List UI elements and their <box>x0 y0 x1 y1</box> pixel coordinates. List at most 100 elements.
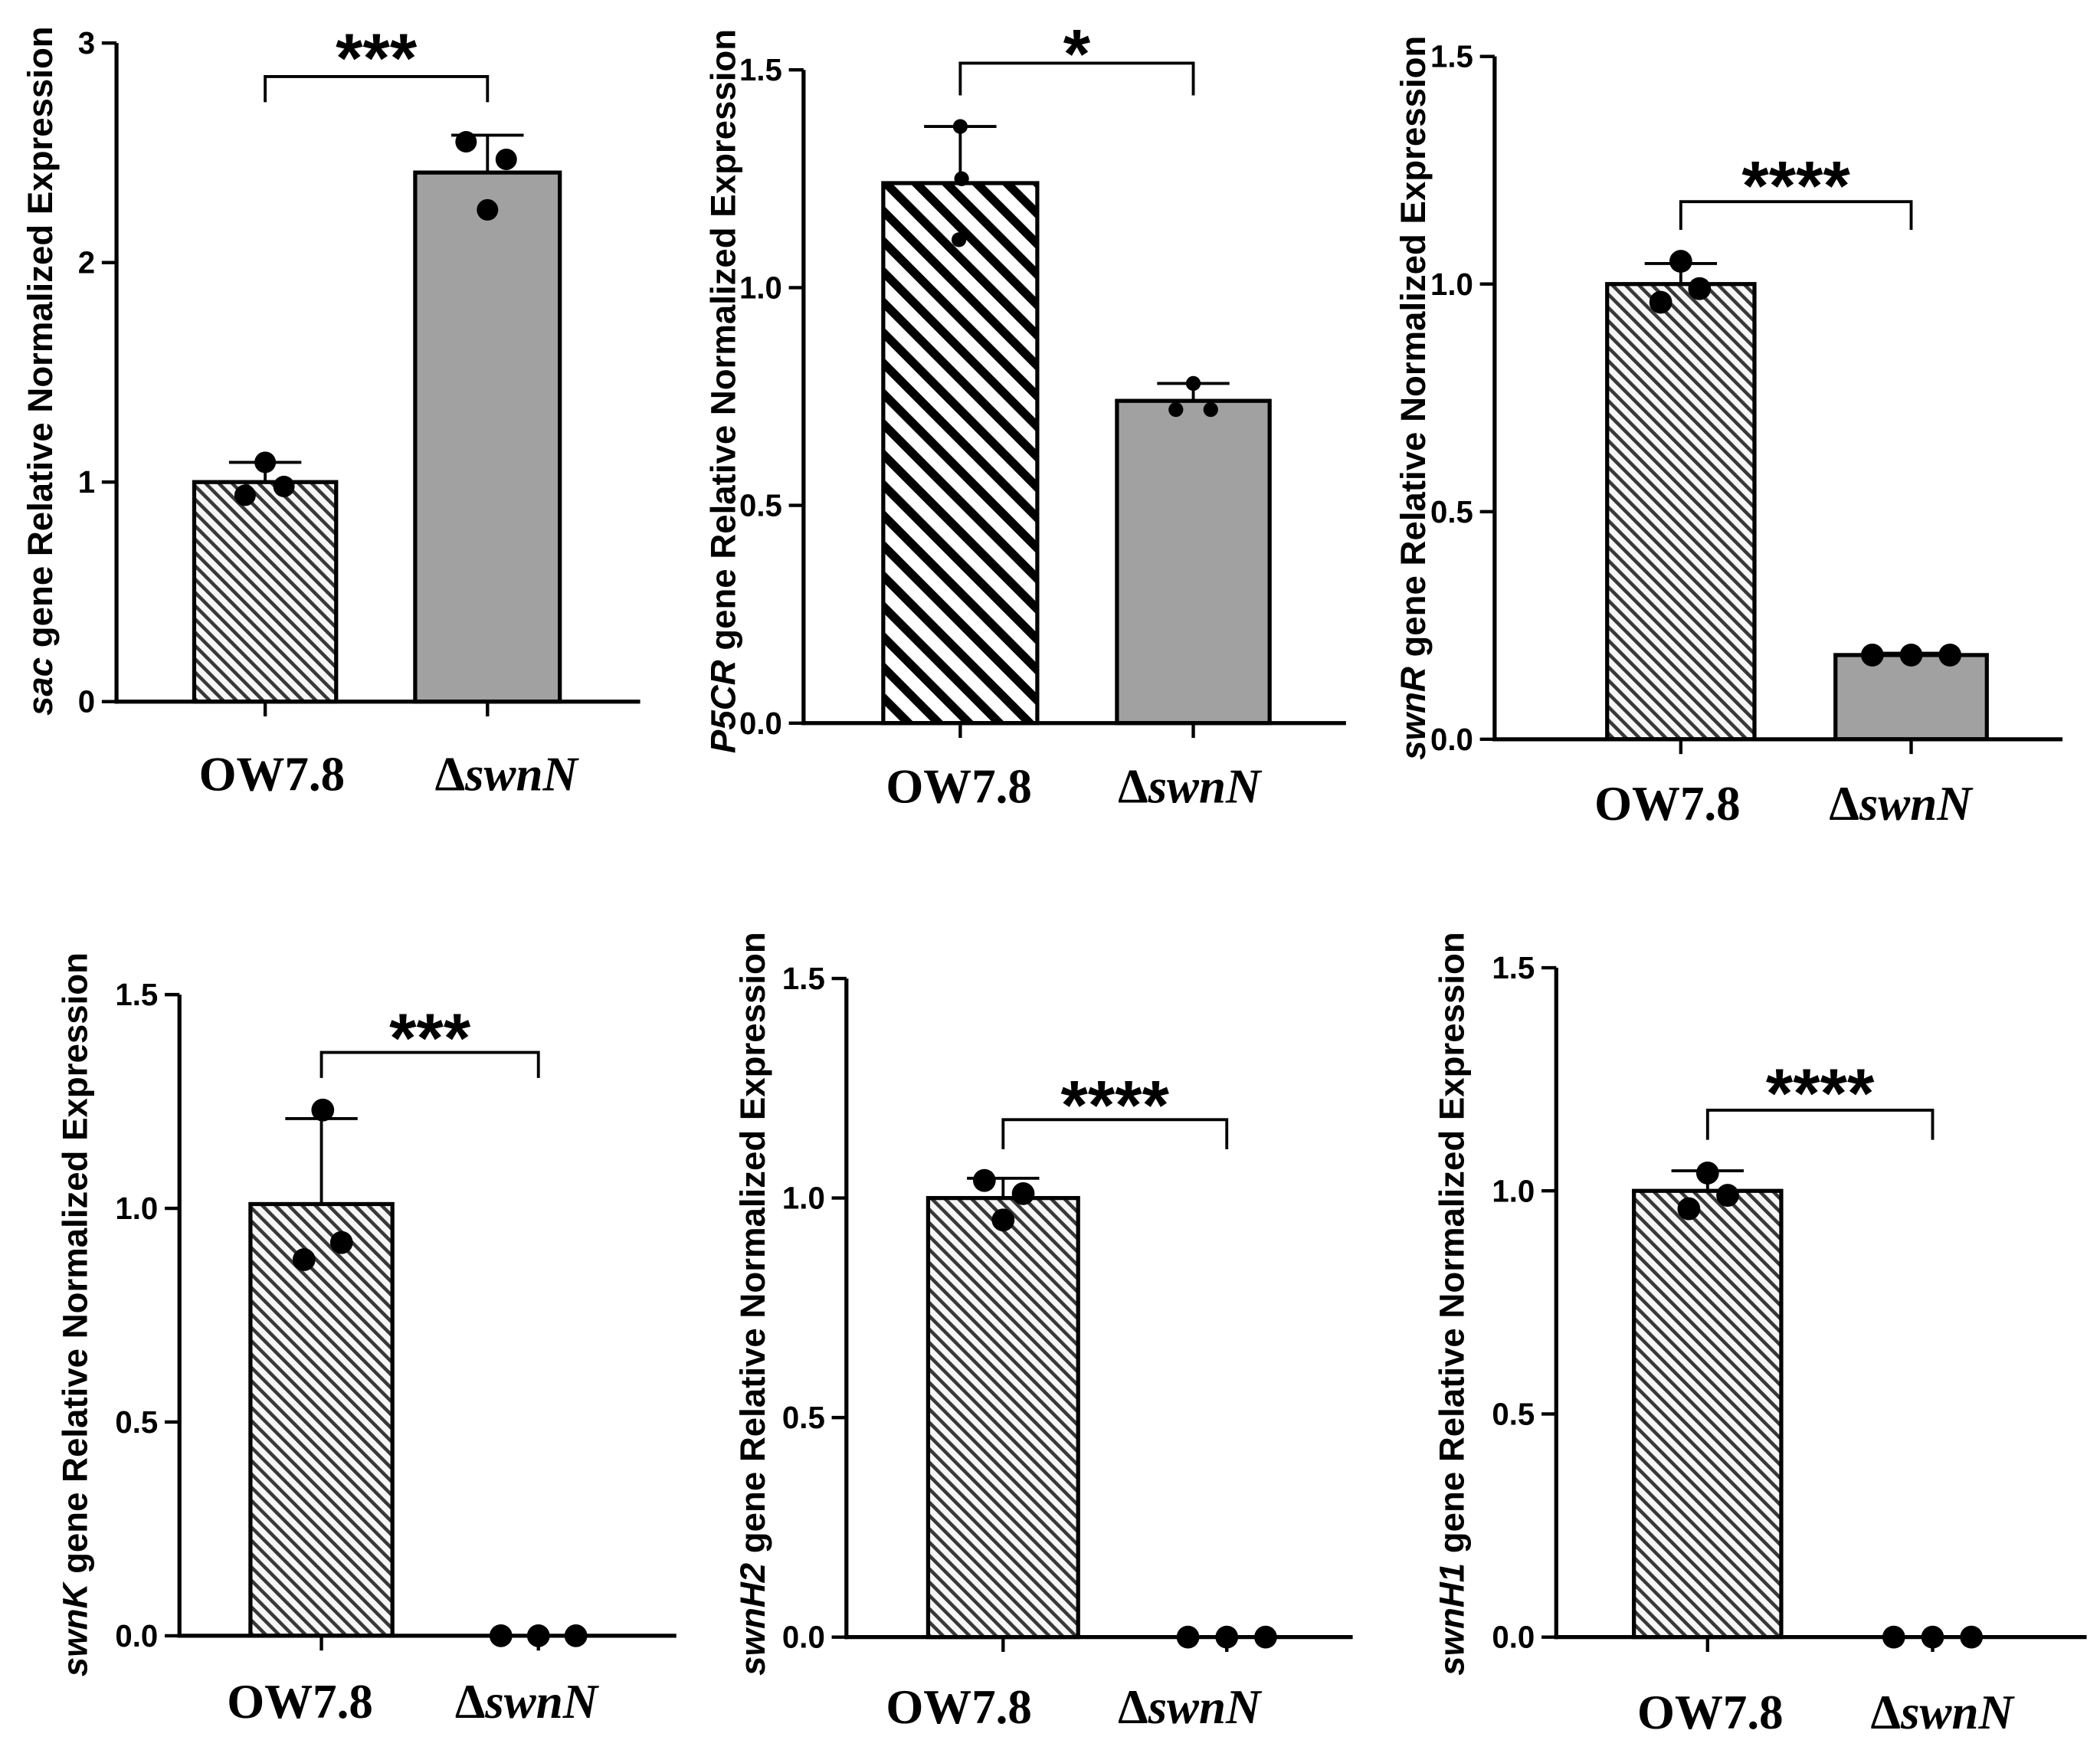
bar-ow78 <box>192 480 339 704</box>
x-tick-label: ΔswnN <box>1118 759 1263 813</box>
bar-ow78 <box>1632 1188 1784 1640</box>
y-tick-label: 1.5 <box>1430 40 1473 74</box>
data-point <box>972 1168 996 1192</box>
data-point <box>495 148 517 171</box>
y-tick-label: 1.0 <box>782 1181 825 1216</box>
data-point <box>564 1624 588 1647</box>
x-tick-label: ΔswnN <box>1829 777 1974 831</box>
y-axis-title: swnH2 gene Relative Normalized Expressio… <box>733 932 772 1676</box>
y-tick-label: 1.0 <box>1492 1174 1535 1208</box>
data-point <box>1921 1625 1944 1649</box>
chart-panel-5: 0.0 0.5 1.0 1.5 OW7.8 ΔswnN swnH2 gene Relativ… <box>733 932 1353 1734</box>
data-point <box>1716 1184 1739 1207</box>
data-point <box>273 475 295 497</box>
significance-bracket <box>264 75 490 103</box>
y-tick-label: 0.0 <box>115 1619 158 1653</box>
y-tick-label: 2 <box>78 246 95 280</box>
data-point <box>526 1624 550 1647</box>
bar-ow78 <box>881 181 1040 726</box>
data-point <box>1960 1625 1984 1649</box>
data-point <box>952 119 968 134</box>
y-axis-title: P5CR gene Relative Normalized Expression <box>704 29 743 753</box>
significance-bracket <box>319 1050 540 1078</box>
data-point <box>1899 644 1923 667</box>
y-tick-label: 0.5 <box>1492 1397 1535 1431</box>
x-tick-label: OW7.8 <box>227 1675 373 1729</box>
data-point <box>311 1098 335 1122</box>
significance-label: **** <box>1061 1067 1170 1144</box>
data-point <box>991 1208 1015 1232</box>
bar-ow78 <box>1605 282 1757 742</box>
data-point <box>1882 1625 1905 1649</box>
x-tick-label: ΔswnN <box>1118 1680 1263 1734</box>
x-tick-label: ΔswnN <box>435 747 580 801</box>
bar-delta-swnn <box>1115 398 1272 726</box>
x-tick-label: ΔswnN <box>455 1675 600 1729</box>
y-tick-label: 0.5 <box>782 1401 825 1435</box>
y-tick-label: 0.5 <box>1430 495 1473 529</box>
significance-bracket <box>1679 200 1913 230</box>
chart-panel-4: 0.0 0.5 1.0 1.5 OW7.8 ΔswnN swnK gene Relative… <box>56 952 677 1729</box>
y-tick-label: 1.5 <box>115 978 158 1012</box>
chart-panel-1: 0 1 2 3 OW7.8 ΔswnN sac gene Relative Normaliz… <box>21 20 640 801</box>
y-tick-label: 0.0 <box>739 706 782 741</box>
significance-label: *** <box>336 20 418 97</box>
y-tick-label: 1.0 <box>739 270 782 305</box>
significance-bracket <box>1705 1109 1935 1140</box>
data-point <box>1176 1625 1200 1649</box>
data-point <box>1649 290 1672 314</box>
data-point <box>1168 401 1184 418</box>
data-point <box>329 1231 353 1254</box>
error-bar <box>285 1116 358 1204</box>
x-tick-label: OW7.8 <box>1637 1686 1784 1739</box>
y-axis-title: swnK gene Relative Normalized Expression <box>56 952 95 1676</box>
y-axis-title: sac gene Relative Normalized Expression <box>21 26 60 716</box>
significance-label: * <box>1063 16 1091 93</box>
y-tick-label: 0.0 <box>1430 723 1473 757</box>
data-point <box>1677 1197 1701 1221</box>
chart-panel-3: 0.0 0.5 1.0 1.5 OW7.8 ΔswnN swnR gene Relative… <box>1394 36 2063 831</box>
bar-ow78 <box>248 1201 395 1638</box>
data-point <box>489 1624 513 1647</box>
y-tick-label: 0 <box>78 685 95 719</box>
y-tick-label: 1 <box>78 465 95 500</box>
data-point <box>1695 1162 1719 1185</box>
y-axis-title: swnH1 gene Relative Normalized Expressio… <box>1433 932 1472 1676</box>
significance-bracket <box>1001 1118 1229 1149</box>
y-tick-label: 0.5 <box>739 489 782 523</box>
x-tick-label: OW7.8 <box>886 1680 1032 1734</box>
significance-label: **** <box>1766 1055 1875 1132</box>
y-tick-label: 1.0 <box>1430 267 1473 302</box>
x-tick-label: ΔswnN <box>1871 1686 2016 1739</box>
data-point <box>1860 644 1884 667</box>
data-point <box>1938 644 1962 667</box>
x-tick-label: OW7.8 <box>1594 777 1741 831</box>
data-point <box>954 171 969 186</box>
y-tick-label: 1.5 <box>739 53 782 87</box>
y-tick-label: 1.5 <box>1492 951 1535 985</box>
y-axis-title: swnR gene Relative Normalized Expression <box>1394 36 1433 760</box>
bar-delta-swnn <box>413 170 562 704</box>
data-point <box>1011 1181 1035 1205</box>
data-point <box>1203 401 1218 418</box>
data-point <box>1669 250 1692 273</box>
x-tick-label: OW7.8 <box>199 747 346 801</box>
significance-label: *** <box>389 1000 471 1077</box>
data-point <box>254 451 277 474</box>
data-point <box>1215 1625 1239 1649</box>
y-tick-label: 3 <box>78 26 95 61</box>
y-tick-label: 1.0 <box>115 1191 158 1226</box>
y-tick-label: 0.5 <box>115 1405 158 1440</box>
data-point <box>455 131 477 153</box>
bar-delta-swnn <box>1833 653 1989 742</box>
data-point <box>1688 277 1712 300</box>
significance-bracket <box>958 61 1195 96</box>
data-point <box>952 232 967 247</box>
significance-label: **** <box>1741 148 1850 225</box>
x-tick-label: OW7.8 <box>886 759 1032 813</box>
data-point <box>1185 375 1201 392</box>
data-point <box>477 198 499 221</box>
y-tick-label: 0.0 <box>782 1621 825 1655</box>
data-point <box>234 484 256 506</box>
